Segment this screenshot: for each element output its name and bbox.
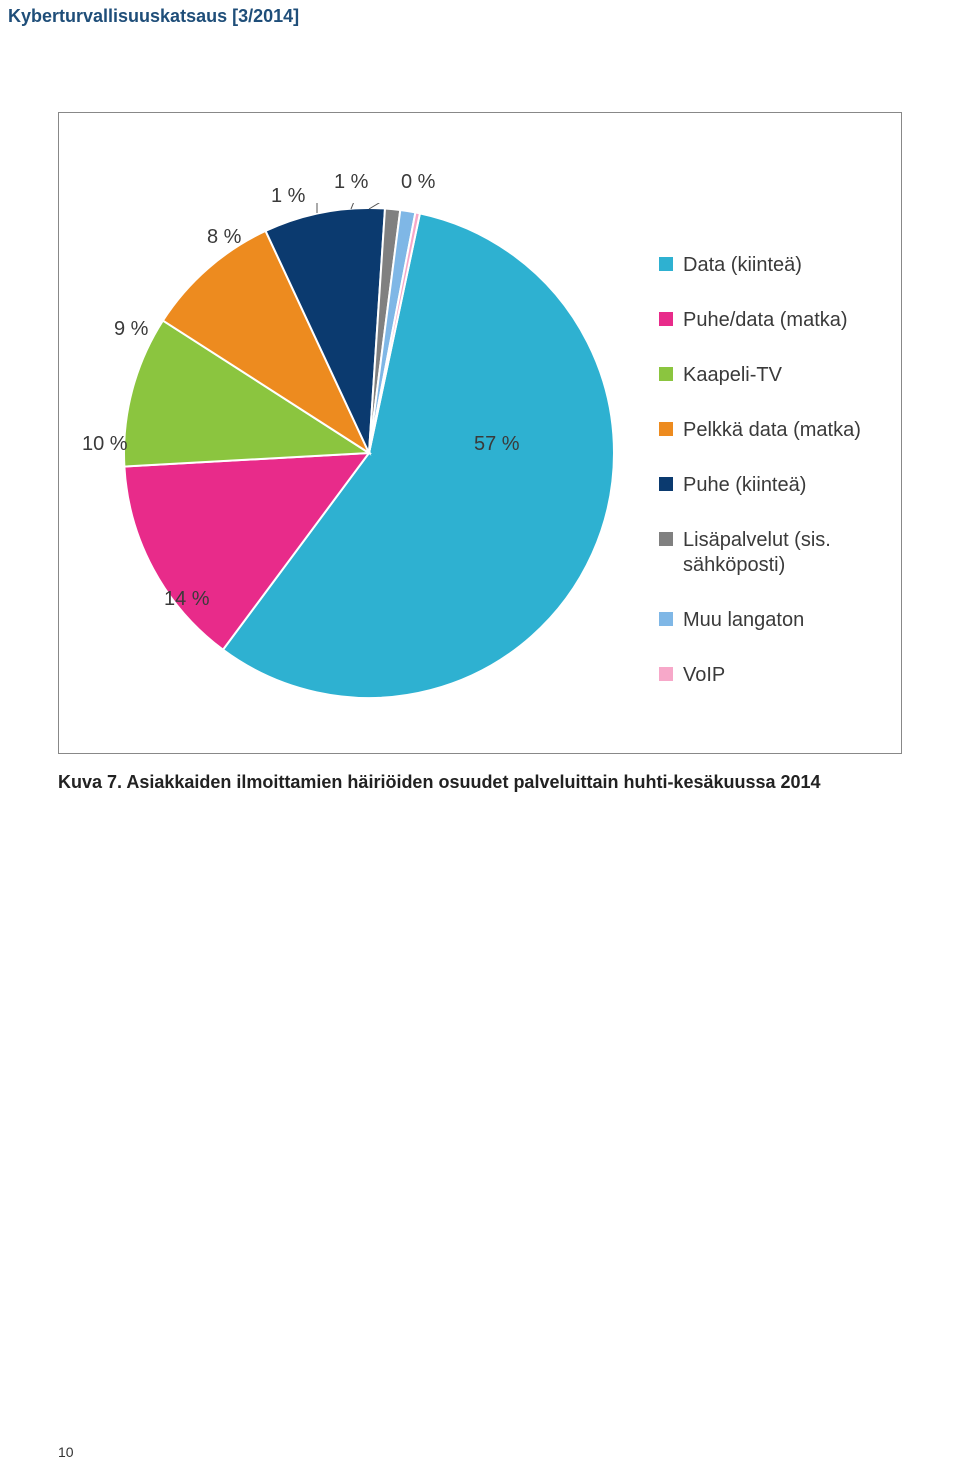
legend-swatch <box>659 312 673 326</box>
legend-label: Kaapeli-TV <box>683 363 782 388</box>
legend-item: Puhe (kiinteä) <box>659 473 873 498</box>
legend-item: Muu langaton <box>659 608 873 633</box>
legend-item: Kaapeli-TV <box>659 363 873 388</box>
pie-percent-label: 10 % <box>82 433 128 456</box>
legend-label: Data (kiinteä) <box>683 253 802 278</box>
legend-swatch <box>659 667 673 681</box>
legend-item: Pelkkä data (matka) <box>659 418 873 443</box>
legend-item: Data (kiinteä) <box>659 253 873 278</box>
page-number: 10 <box>58 1444 74 1460</box>
legend-swatch <box>659 477 673 491</box>
pie-chart-container: 14 % 10 % 9 % 8 % 1 % 1 % 0 % 57 % Data (kiint… <box>58 112 902 754</box>
legend-item: VoIP <box>659 663 873 688</box>
legend-label: Muu langaton <box>683 608 804 633</box>
page-header-title: Kyberturvallisuuskatsaus [3/2014] <box>8 6 299 27</box>
pie-percent-label: 1 % <box>334 171 368 194</box>
pie-percent-label: 8 % <box>207 226 241 249</box>
figure-caption: Kuva 7. Asiakkaiden ilmoittamien häiriöi… <box>58 770 900 794</box>
pie-chart <box>119 203 619 703</box>
legend-label: Puhe (kiinteä) <box>683 473 806 498</box>
legend-label: VoIP <box>683 663 725 688</box>
pie-percent-label: 1 % <box>271 185 305 208</box>
legend-swatch <box>659 257 673 271</box>
legend-swatch <box>659 422 673 436</box>
legend-swatch <box>659 612 673 626</box>
pie-percent-label: 0 % <box>401 171 435 194</box>
chart-legend: Data (kiinteä) Puhe/data (matka) Kaapeli-T… <box>659 253 873 718</box>
pie-svg <box>119 203 619 703</box>
legend-item: Puhe/data (matka) <box>659 308 873 333</box>
legend-swatch <box>659 532 673 546</box>
legend-item: Lisäpalvelut (sis. sähköposti) <box>659 528 873 578</box>
pie-percent-label: 14 % <box>164 588 210 611</box>
legend-label: Pelkkä data (matka) <box>683 418 861 443</box>
pie-center-label: 57 % <box>474 433 520 456</box>
legend-label: Lisäpalvelut (sis. sähköposti) <box>683 528 873 578</box>
legend-swatch <box>659 367 673 381</box>
pie-percent-label: 9 % <box>114 318 148 341</box>
legend-label: Puhe/data (matka) <box>683 308 848 333</box>
